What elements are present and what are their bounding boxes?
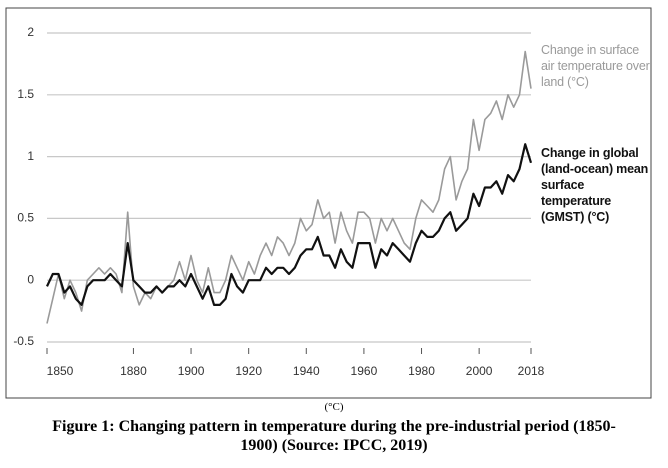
- x-tick-label: 1880: [120, 364, 147, 378]
- x-tick-label: 2000: [466, 364, 493, 378]
- unit-note: (°C): [324, 401, 344, 413]
- y-tick-label: -0.5: [13, 334, 34, 348]
- figure-caption: Figure 1: Changing pattern in temperatur…: [52, 418, 616, 454]
- x-tick-label: 1980: [408, 364, 435, 378]
- y-tick-label: 1: [27, 149, 34, 163]
- y-tick-label: 1.5: [17, 87, 34, 101]
- x-tick-label: 1960: [351, 364, 378, 378]
- x-tick-label: 1900: [178, 364, 205, 378]
- y-tick-label: 0: [27, 272, 34, 286]
- x-tick-label: 2018: [518, 364, 545, 378]
- chart: 2 1.5 1 0.5 0 -0.5 1850 1880 1900 1920 1940 1960 198…: [5, 7, 652, 399]
- x-tick-label: 1920: [235, 364, 262, 378]
- series-line: [46, 143, 533, 306]
- series-line: [46, 50, 532, 324]
- legend-entry: Change in surface air temperature over l…: [541, 43, 650, 89]
- x-tick-label: 1850: [47, 364, 74, 378]
- legend-entry: Change in global (land-ocean) mean surfa…: [541, 146, 649, 224]
- y-tick-label: 0.5: [17, 211, 34, 225]
- x-tick-label: 1940: [293, 364, 320, 378]
- y-tick-label: 2: [27, 25, 34, 39]
- frame: [5, 7, 652, 399]
